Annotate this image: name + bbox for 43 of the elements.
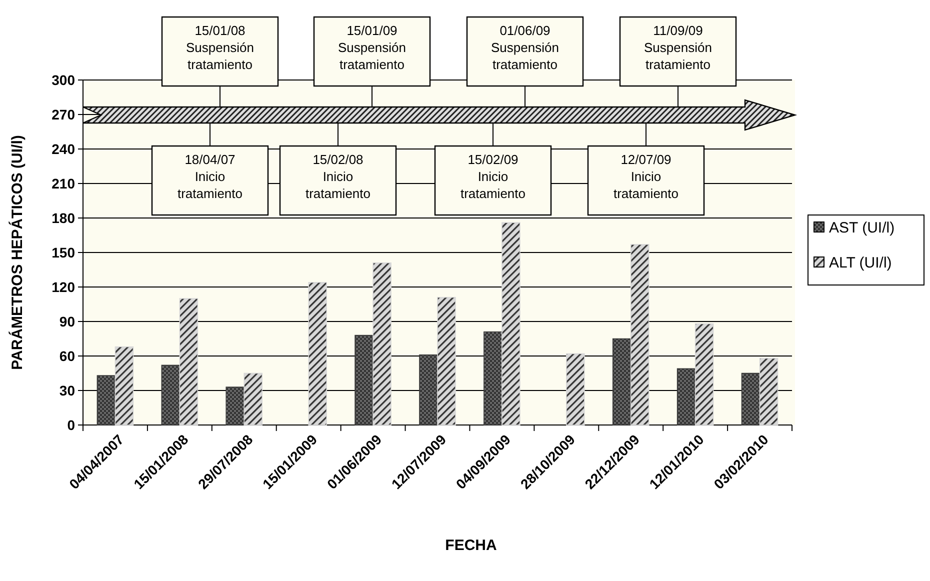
y-tick-label: 0 <box>67 416 76 433</box>
y-tick-label: 210 <box>52 175 76 192</box>
text: 15/01/08 Suspensión tratamiento <box>186 23 254 72</box>
bar <box>437 296 456 426</box>
text: 15/01/09 Suspensión tratamiento <box>338 23 406 72</box>
bar <box>484 331 502 426</box>
text: 01/06/09 Suspensión tratamiento <box>491 23 559 72</box>
y-tick-label: 60 <box>59 348 76 364</box>
bar <box>308 282 327 426</box>
bar <box>354 334 374 426</box>
y-axis-title: PARÁMETROS HEPÁTICOS (UI/l) <box>8 135 26 370</box>
annotation: 15/02/08 Inicio tratamiento <box>305 152 371 201</box>
bar <box>694 323 714 426</box>
bar <box>179 298 198 426</box>
bar <box>96 375 116 426</box>
bar <box>226 386 245 426</box>
x-axis-title: FECHA <box>445 537 497 554</box>
y-tick-label: 180 <box>52 210 76 226</box>
bar <box>676 368 696 426</box>
bar <box>630 244 650 426</box>
bar <box>372 262 392 426</box>
y-tick-label: 150 <box>52 244 76 260</box>
text: 11/09/09 Suspensión tratamiento <box>644 23 712 72</box>
y-tick-label: 300 <box>52 72 76 88</box>
bar <box>566 353 585 426</box>
y-tick-label: 120 <box>52 278 76 295</box>
bar <box>161 364 180 426</box>
legend-label: AST (UI/l) <box>829 219 895 236</box>
y-tick-label: 90 <box>59 313 76 330</box>
bar <box>612 338 632 426</box>
bar <box>759 358 778 426</box>
y-tick-label: 240 <box>52 140 76 157</box>
bar <box>502 222 520 426</box>
annotation: 18/04/07 Inicio tratamiento <box>177 152 243 201</box>
bar <box>741 372 760 426</box>
y-tick-label: 30 <box>59 382 76 398</box>
bar <box>244 372 263 426</box>
legend-label: ALT (UI/l) <box>829 254 892 272</box>
annotation: 12/07/09 Inicio tratamiento <box>613 152 679 201</box>
y-tick-label: 270 <box>52 106 76 122</box>
annotation: 15/02/09 Inicio tratamiento <box>460 152 526 201</box>
bar <box>114 346 134 426</box>
bar <box>419 354 438 426</box>
